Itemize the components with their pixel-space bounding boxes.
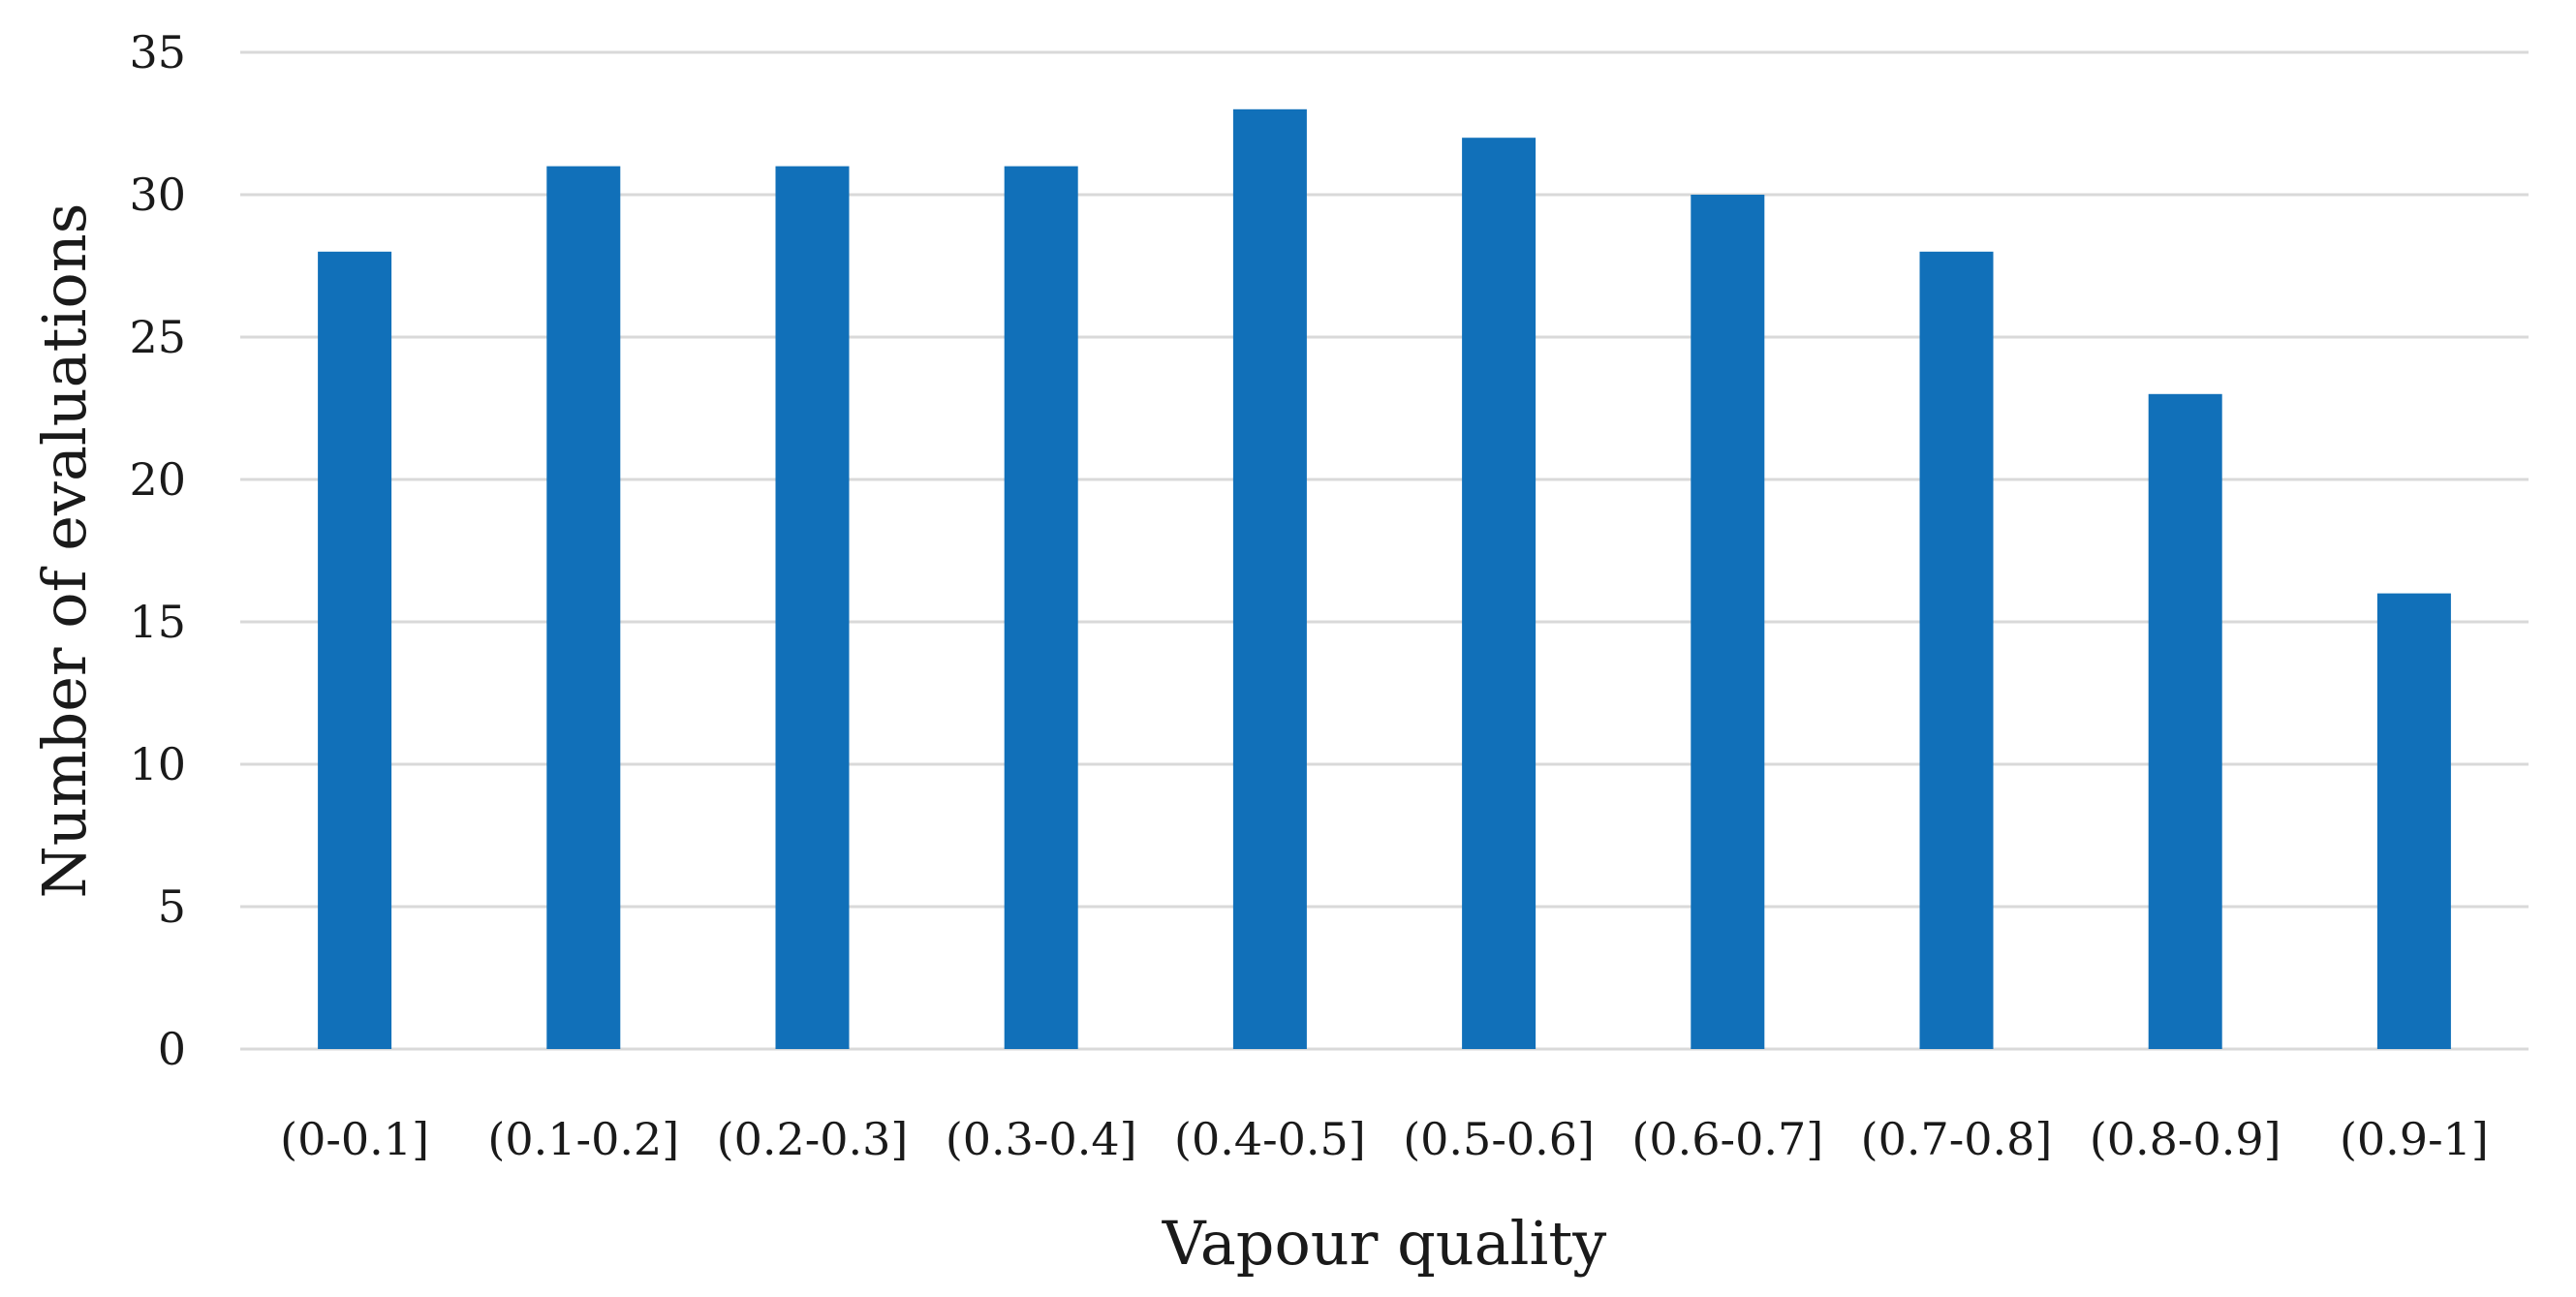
y-tick-label: 15 [129,596,186,648]
y-tick-label: 5 [158,880,186,933]
bars [318,108,2451,1050]
bar [1691,195,1765,1049]
bar [1004,166,1078,1050]
x-axis-tick-labels: (0-0.1] (0.1-0.2] (0.2-0.3] (0.3-0.4] (0.4-0… [280,1113,2489,1165]
x-tick-label: (0.1-0.2] [487,1113,679,1165]
bar [318,251,392,1049]
bar [2376,593,2451,1049]
x-tick-label: (0.5-0.6] [1403,1113,1595,1165]
y-axis-title: Number of evaluations [29,203,100,899]
bar [546,166,621,1050]
x-tick-label: (0.8-0.9] [2090,1113,2281,1165]
y-tick-label: 0 [158,1023,186,1075]
bar [775,166,850,1050]
bar [1462,138,1536,1049]
x-tick-label: (0.9-1] [2340,1113,2489,1165]
bar [1919,251,1994,1049]
x-tick-label: (0.6-0.7] [1631,1113,1823,1165]
y-tick-label: 25 [129,311,186,363]
bar [2148,393,2222,1049]
x-axis-title: Vapour quality [1162,1208,1607,1279]
x-tick-label: (0.2-0.3] [717,1113,909,1165]
y-axis-tick-labels: 0 5 10 15 20 25 30 35 [129,26,186,1075]
y-tick-label: 30 [129,169,186,221]
bar [1232,108,1307,1050]
gridlines [240,50,2529,1051]
y-tick-label: 35 [129,26,186,78]
x-tick-label: (0.7-0.8] [1861,1113,2053,1165]
x-tick-label: (0-0.1] [280,1113,429,1165]
y-tick-label: 10 [129,738,186,790]
x-tick-label: (0.3-0.4] [946,1113,1137,1165]
y-tick-label: 20 [129,453,186,506]
x-tick-label: (0.4-0.5] [1174,1113,1366,1165]
